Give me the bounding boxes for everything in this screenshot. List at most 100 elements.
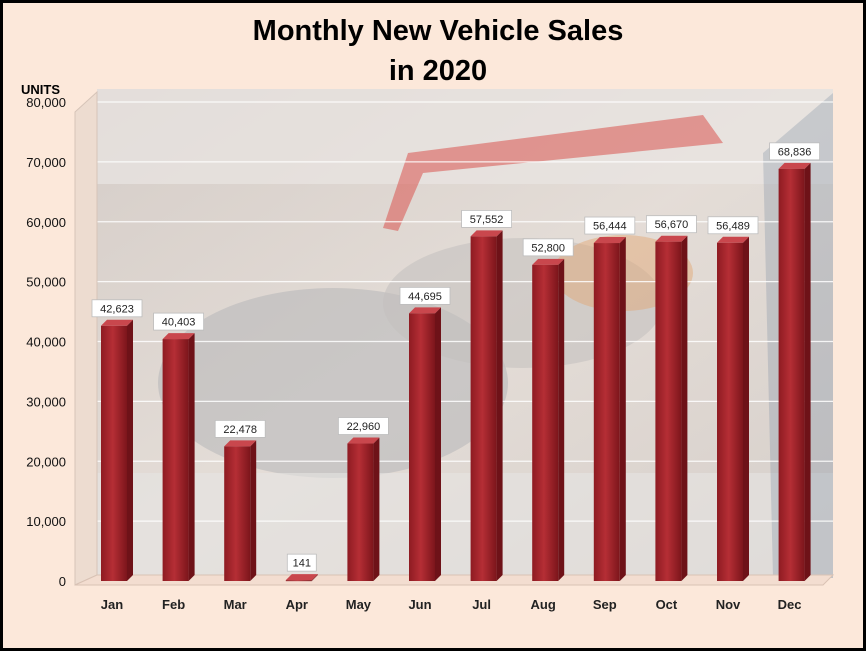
data-label-text: 56,444 (593, 221, 627, 233)
bar (470, 236, 497, 581)
gridlines (97, 101, 833, 522)
x-tick-label: Sep (593, 597, 617, 612)
x-axis: Jan Feb Mar Apr May Jun Jul Aug Sep Oct Nov Dec (101, 597, 802, 612)
bar-top (717, 236, 749, 243)
bar-top (224, 440, 257, 447)
data-label-text: 56,489 (716, 220, 750, 232)
data-label-box (646, 215, 697, 234)
x-tick-label: Dec (778, 597, 802, 612)
bar (347, 443, 374, 581)
bar-top (655, 235, 688, 242)
data-label-box (214, 420, 266, 438)
data-label-box (769, 142, 820, 161)
data-label: 40,403 (153, 312, 205, 331)
bar (224, 446, 251, 581)
y-tick-label: 70,000 (26, 155, 66, 170)
bar-top (593, 237, 626, 244)
x-tick-label: Feb (162, 597, 185, 612)
data-label-box (461, 210, 513, 228)
x-tick-label: Jul (472, 597, 491, 612)
bar-side (496, 230, 503, 581)
y-tick-label: 50,000 (26, 275, 66, 290)
data-label: 56,670 (646, 215, 697, 234)
x-tick-label: Apr (286, 597, 308, 612)
bar-side (619, 237, 626, 581)
data-label-text: 141 (293, 558, 311, 570)
y-axis-label: UNITS (21, 82, 60, 97)
data-label-text: 22,960 (347, 421, 381, 433)
bar (655, 241, 682, 582)
bar (593, 243, 620, 581)
bar-side (250, 440, 257, 581)
data-label-text: 52,800 (531, 242, 565, 254)
chart-title-line-1: Monthly New Vehicle Sales (252, 15, 624, 47)
bar (162, 339, 189, 581)
x-tick-label: Oct (656, 597, 678, 612)
bar-side (681, 235, 688, 582)
data-label-box (91, 299, 143, 318)
bar-top (470, 230, 503, 237)
chart-title: Monthly New Vehicle Sales in 2020 (3, 11, 863, 91)
data-label-box (584, 216, 636, 235)
bar-side (558, 258, 565, 581)
bar (285, 580, 312, 582)
x-tick-label: Nov (716, 597, 741, 612)
data-label-box (153, 312, 205, 331)
data-label-text: 56,670 (655, 219, 689, 231)
chart-side-wall (74, 90, 98, 586)
data-label-box (337, 417, 389, 435)
bar (532, 264, 559, 581)
data-label: 22,960 (337, 417, 389, 435)
bar-chart: 0 10,000 20,000 30,000 40,000 50,000 60,000 70,… (21, 82, 835, 612)
x-tick-label: Jan (101, 597, 123, 612)
data-label: 68,836 (769, 142, 820, 161)
bar-side (804, 162, 811, 581)
data-label: 22,478 (214, 420, 266, 438)
chart-title-line-2: in 2020 (388, 55, 488, 87)
y-tick-label: 60,000 (26, 215, 66, 230)
x-tick-label: Mar (224, 597, 247, 612)
data-label: 56,489 (707, 216, 759, 235)
y-tick-label: 0 (59, 574, 66, 589)
data-label-text: 40,403 (162, 317, 196, 329)
bar-side (435, 307, 441, 581)
bar-top (347, 437, 380, 444)
bar (778, 168, 805, 581)
bar-top (285, 574, 318, 581)
data-label-text: 22,478 (223, 424, 257, 436)
data-label-text: 42,623 (100, 303, 134, 315)
bar-top (532, 258, 565, 265)
x-tick-label: Jun (408, 597, 431, 612)
y-tick-label: 10,000 (26, 514, 66, 529)
data-label: 42,623 (91, 299, 143, 318)
data-label: 44,695 (399, 286, 451, 305)
x-tick-label: Aug (531, 597, 556, 612)
data-label-box (707, 216, 759, 235)
y-tick-label: 40,000 (26, 335, 66, 350)
bar-side (373, 437, 380, 581)
bar-side (127, 319, 133, 581)
x-tick-label: May (346, 597, 372, 612)
data-label: 52,800 (522, 238, 574, 257)
y-tick-label: 20,000 (26, 454, 66, 469)
data-label-box (286, 553, 317, 572)
bar-side (188, 333, 195, 581)
y-tick-label: 80,000 (26, 95, 66, 110)
chart-floor (74, 574, 835, 586)
bar (717, 242, 743, 582)
data-label-text: 44,695 (408, 291, 442, 303)
bar (409, 313, 435, 581)
bar-top (101, 319, 133, 326)
bar-top (162, 333, 195, 340)
data-label-box (399, 286, 451, 305)
data-label: 57,552 (461, 210, 513, 228)
y-tick-label: 30,000 (26, 394, 66, 409)
data-label-text: 57,552 (470, 214, 504, 226)
bar-side (311, 574, 318, 581)
bars (74, 162, 835, 586)
chart-frame: Monthly New Vehicle Sales in 2020 (3, 3, 863, 648)
y-axis: 0 10,000 20,000 30,000 40,000 50,000 60,000 70,… (26, 90, 98, 589)
data-labels: 42,623 40,403 22,478 141 22,960 44,695 57,552 5… (91, 142, 820, 572)
bar-side (743, 236, 749, 582)
bar (101, 325, 127, 581)
